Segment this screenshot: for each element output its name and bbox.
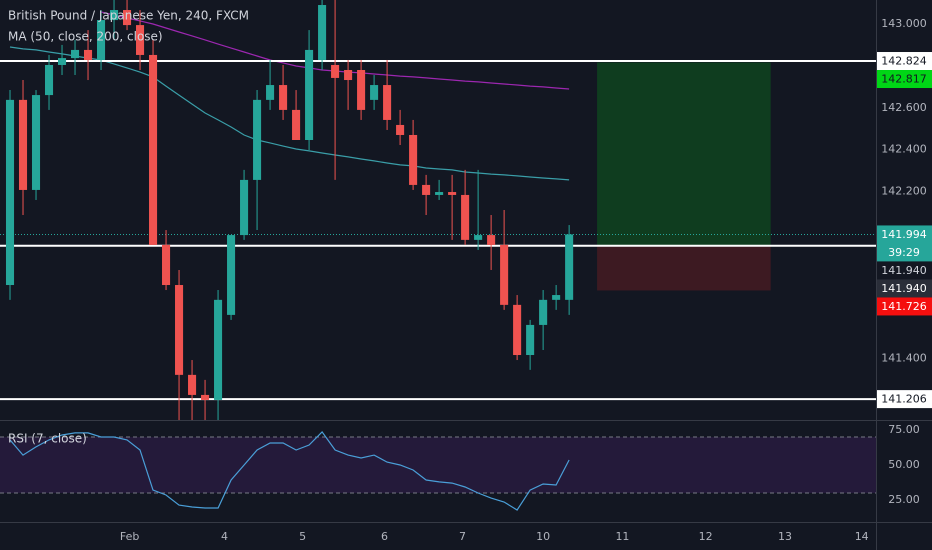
candle-body — [331, 64, 340, 78]
x-tick-label: 14 — [855, 530, 869, 543]
y-tick-label: 50.00 — [888, 458, 920, 471]
price-label: 141.206 — [881, 393, 927, 406]
candle-body — [344, 70, 353, 81]
x-tick-label: 5 — [299, 530, 306, 543]
price-label-bg — [877, 279, 932, 298]
x-tick-label: 4 — [221, 530, 228, 543]
candle-body — [188, 374, 197, 395]
x-tick-label: 11 — [615, 530, 629, 543]
candle-body — [526, 324, 535, 356]
candle-body — [552, 295, 561, 300]
price-label: 142.817 — [881, 73, 927, 86]
x-tick-label: 13 — [778, 530, 792, 543]
candle-body — [5, 99, 15, 286]
price-label: 141.994 — [881, 228, 927, 241]
y-tick-label: 25.00 — [888, 493, 920, 506]
chart-title: British Pound / Japanese Yen, 240, FXCM — [8, 9, 249, 23]
rsi-title: RSI (7, close) — [8, 432, 87, 446]
candle-body — [240, 179, 249, 236]
y-tick-label: 142.600 — [881, 101, 927, 114]
candle-body — [409, 134, 418, 185]
price-label-bg — [877, 225, 932, 262]
price-label-bg — [877, 70, 932, 89]
candle-body — [396, 124, 405, 135]
candle-body — [97, 20, 106, 60]
candle-body — [383, 85, 392, 120]
candle-body — [539, 299, 548, 325]
candle-body — [266, 85, 275, 100]
candle-body — [357, 70, 366, 110]
candle-body — [136, 25, 145, 55]
candle-body — [487, 235, 496, 245]
candle-body — [214, 299, 223, 400]
candle-body — [435, 192, 444, 195]
price-label-bg — [877, 261, 932, 280]
candle-body — [318, 5, 327, 60]
countdown-label: 39:29 — [888, 246, 920, 259]
candle-body — [305, 49, 314, 140]
price-label: 141.726 — [881, 300, 927, 313]
price-label-bg — [877, 52, 932, 71]
x-tick-label: Feb — [120, 530, 139, 543]
price-label-bg — [877, 297, 932, 316]
rsi-band — [0, 436, 876, 494]
price-label: 141.940 — [881, 282, 927, 295]
candle-body — [83, 49, 93, 60]
candle-body — [448, 192, 457, 195]
candle-body — [279, 85, 288, 110]
candle-body — [175, 285, 184, 375]
candle-body — [162, 244, 171, 286]
candle-body — [500, 244, 509, 305]
candle-body — [123, 10, 132, 26]
profit-zone — [597, 62, 771, 246]
candle-body — [227, 235, 236, 315]
plot-layer — [0, 0, 876, 511]
y-tick-label: 143.000 — [881, 17, 927, 30]
candle-body — [513, 304, 522, 356]
price-label: 142.824 — [881, 55, 927, 68]
candle-body — [44, 64, 54, 96]
candle-body — [201, 394, 210, 400]
indicator-label: MA (50, close, 200, close) — [8, 30, 163, 44]
y-tick-label: 142.400 — [881, 143, 927, 156]
price-label-bg — [877, 390, 932, 409]
price-label: 141.940 — [881, 264, 927, 277]
candle-body — [149, 54, 158, 245]
x-tick-label: 6 — [381, 530, 388, 543]
y-tick-label: 75.00 — [888, 423, 920, 436]
candle-body — [18, 99, 28, 190]
candle-body — [422, 184, 431, 195]
candle-body — [292, 109, 301, 140]
candle-body — [461, 194, 470, 240]
candle-body — [565, 234, 574, 300]
rsi-line — [9, 430, 570, 511]
candle-body — [370, 85, 379, 100]
y-tick-label: 141.400 — [881, 352, 927, 365]
candle-body — [253, 99, 262, 180]
loss-zone — [597, 245, 771, 291]
candle-body — [57, 58, 67, 65]
candle-body — [110, 10, 119, 21]
x-tick-label: 12 — [699, 530, 713, 543]
candle-body — [70, 49, 80, 59]
x-tick-label: 10 — [536, 530, 550, 543]
candle-body — [474, 235, 483, 240]
y-tick-label: 142.200 — [881, 184, 927, 197]
candle-body — [31, 95, 41, 190]
x-tick-label: 7 — [459, 530, 466, 543]
